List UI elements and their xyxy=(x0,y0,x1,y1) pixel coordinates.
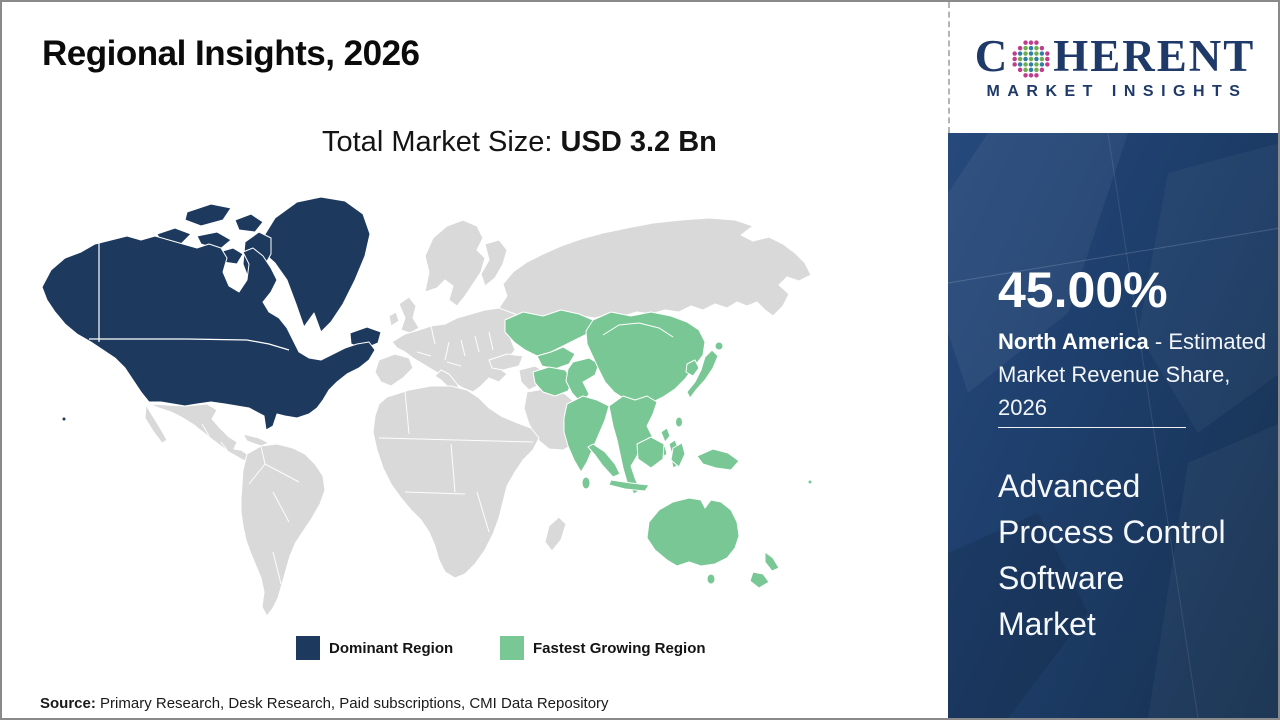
page-title: Regional Insights, 2026 xyxy=(42,34,420,73)
total-market-size: Total Market Size: USD 3.2 Bn xyxy=(322,126,717,159)
source-note: Source: Primary Research, Desk Research,… xyxy=(40,695,609,712)
stat-description-line2: Market Revenue Share, xyxy=(998,362,1231,387)
world-map xyxy=(37,192,817,622)
source-text: Primary Research, Desk Research, Paid su… xyxy=(95,695,609,712)
legend-swatch-dominant xyxy=(296,636,320,660)
stat-description-line3: 2026 xyxy=(998,395,1047,420)
stat-description-line1: North America - Estimated xyxy=(998,329,1267,354)
legend-item-fastest-growing: Fastest Growing Region xyxy=(500,636,706,660)
map-legend: Dominant Region Fastest Growing Region xyxy=(2,636,948,664)
legend-item-dominant: Dominant Region xyxy=(296,636,453,660)
brand-logo: C HERENT MARKET INSIGHTS xyxy=(948,2,1278,133)
stat-description: North America - Estimated Market Revenue… xyxy=(998,325,1270,424)
market-name: Advanced Process Control Software Market xyxy=(998,468,1226,642)
stat-value: 45.00% xyxy=(998,262,1168,318)
legend-label-fastest-growing: Fastest Growing Region xyxy=(533,639,706,657)
brand-wordmark: C HERENT xyxy=(975,34,1256,79)
right-panel: C HERENT MARKET INSIGHTS 45.00% North Am… xyxy=(948,2,1278,718)
legend-swatch-fastest-growing xyxy=(500,636,524,660)
brand-tagline: MARKET INSIGHTS xyxy=(986,83,1248,100)
globe-dots-icon xyxy=(1012,39,1050,78)
map-borders-north-america xyxy=(89,242,290,351)
brand-prefix: C xyxy=(974,31,1010,81)
total-market-size-value: USD 3.2 Bn xyxy=(560,126,717,158)
map-country-borders xyxy=(201,325,534,585)
map-region-north-america xyxy=(41,196,382,431)
source-label: Source: xyxy=(40,695,96,712)
map-region-rest-of-world xyxy=(144,217,812,617)
legend-label-dominant: Dominant Region xyxy=(329,639,454,657)
map-region-asia-pacific xyxy=(504,309,813,589)
map-border-mongolia xyxy=(602,322,674,338)
total-market-size-label: Total Market Size: xyxy=(322,126,561,158)
panel-map-texture xyxy=(948,133,1278,718)
brand-suffix: HERENT xyxy=(1053,31,1256,81)
world-map-svg xyxy=(41,196,813,617)
stat-panel: 45.00% North America - Estimated Market … xyxy=(948,133,1278,718)
divider-line xyxy=(998,427,1186,428)
